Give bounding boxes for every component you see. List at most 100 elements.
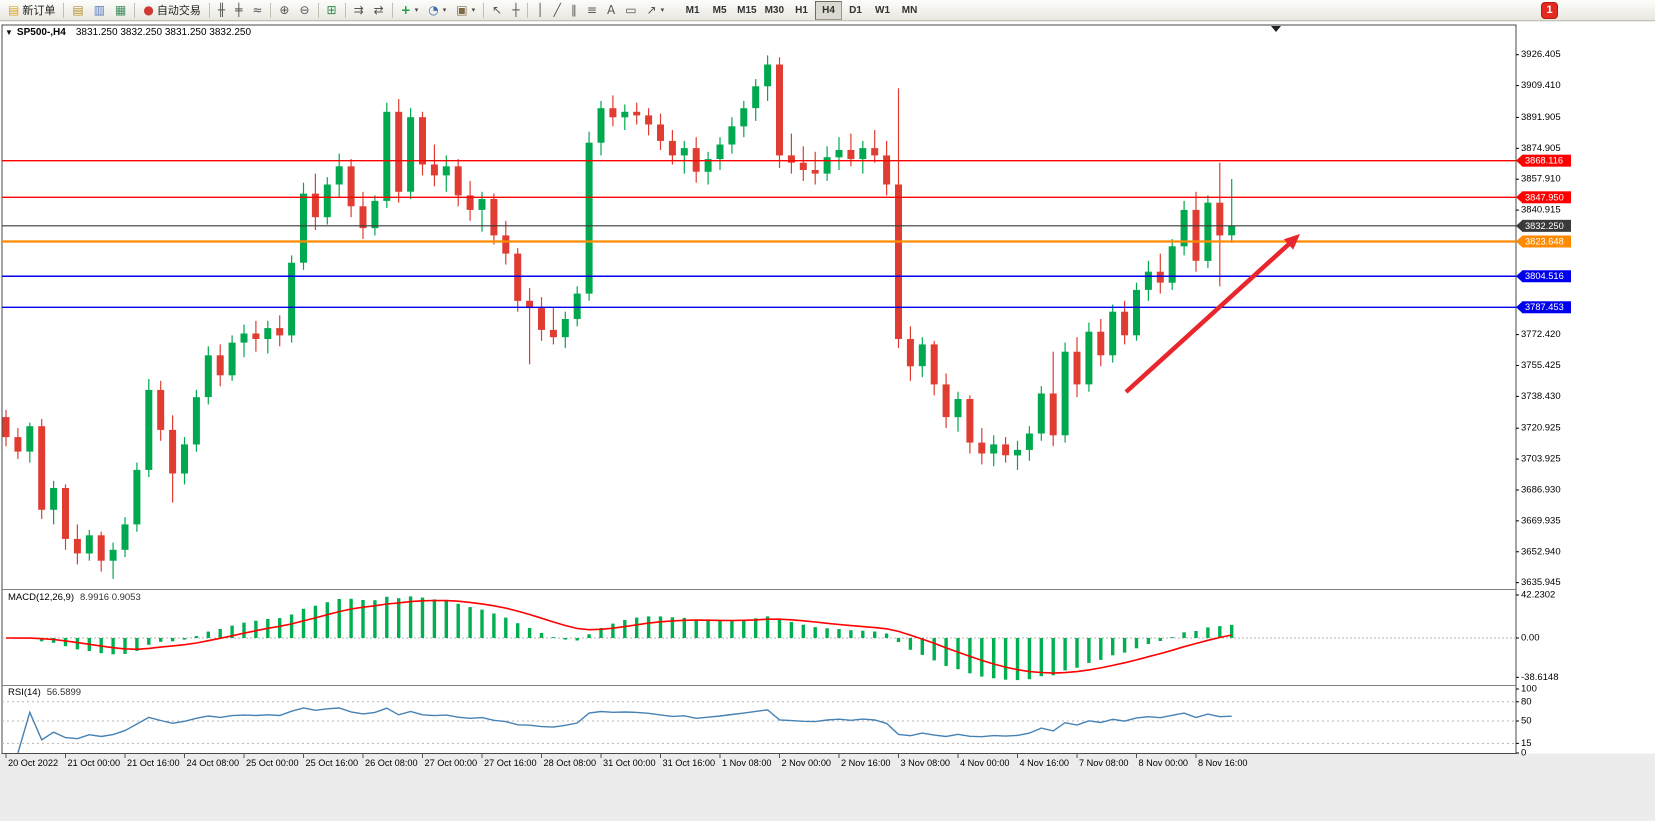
shapes-button[interactable]: ▭ (620, 1, 641, 20)
cursor-button[interactable]: ↖ (487, 1, 507, 20)
toolbar-group: ▤ ▥ ▦ (67, 0, 131, 20)
bull-candle-body (1085, 331, 1093, 385)
new-order-button[interactable]: ▤ 新订单 (3, 1, 60, 20)
rsi-axis-label: 15 (1521, 738, 1532, 749)
timeframe-h4[interactable]: H4 (815, 0, 843, 20)
bear-candle-body (799, 162, 807, 170)
bull-candle-body (621, 111, 629, 118)
auto-scroll-button[interactable]: ⇉ (349, 1, 369, 20)
templates-dropdown-icon[interactable]: ▾ (471, 6, 476, 14)
toolbar-separator (134, 2, 136, 18)
chart-frame (1, 24, 1517, 754)
scroll-to-end-marker-icon[interactable] (1271, 26, 1281, 32)
timeframe-toolbar: M1 M5 M15 M30 H1 H4 D1 W1 MN (679, 0, 923, 20)
bull-candle-body (478, 199, 486, 210)
timeframe-h1[interactable]: H1 (788, 1, 815, 20)
bull-candle-body (1168, 246, 1176, 283)
time-axis-label: 21 Oct 00:00 (68, 758, 121, 768)
vertical-line-button[interactable]: │ (531, 1, 548, 20)
timeframe-m1[interactable]: M1 (679, 1, 706, 20)
market-watch-button[interactable]: ▤ (67, 1, 88, 20)
bull-candle-body (597, 108, 605, 143)
bear-candle-body (776, 64, 783, 156)
zoom-in-button[interactable]: ⊕ (274, 1, 294, 20)
data-window-button[interactable]: ▥ (89, 1, 110, 20)
timeframe-m30[interactable]: M30 (761, 1, 788, 20)
timeframe-d1[interactable]: D1 (842, 1, 869, 20)
price-badge-arrow-icon (1516, 191, 1522, 203)
bear-candle-body (883, 155, 891, 185)
chart-collapse-icon[interactable]: ▼ (5, 28, 13, 37)
bull-candle-body (50, 488, 58, 510)
candlestick-chart-button[interactable]: ╪ (230, 1, 247, 20)
price-axis-label: 3772.420 (1521, 329, 1561, 340)
bear-candle-body (1216, 202, 1224, 236)
price-badge (1522, 270, 1571, 283)
notification-badge[interactable]: 1 (1541, 2, 1558, 19)
arrows-dropdown-icon[interactable]: ▾ (660, 6, 665, 14)
macd-histogram (16, 596, 1234, 681)
templates-button[interactable]: ▣ ▾ (451, 1, 480, 20)
zoom-out-icon: ⊖ (299, 3, 310, 17)
auto-trading-button[interactable]: ● 自动交易 (138, 1, 205, 20)
indicators-button[interactable]: + ▾ (396, 1, 424, 20)
indicators-dropdown-icon[interactable]: ▾ (414, 6, 419, 14)
equidistant-channel-button[interactable]: ∥ (566, 1, 582, 20)
price-badge (1522, 219, 1571, 232)
toolbar-group: ⊞ (322, 0, 342, 20)
bear-candle-body (73, 538, 81, 554)
zoom-out-button[interactable]: ⊖ (294, 1, 314, 20)
price-axis-label: 3840.915 (1521, 205, 1561, 216)
tile-windows-button[interactable]: ⊞ (322, 1, 342, 20)
time-axis-label: 2 Nov 16:00 (841, 758, 891, 768)
bear-candle-body (1049, 393, 1057, 436)
price-chart[interactable]: 3926.405 3909.410 3891.905 3874.905 3857.910… (0, 22, 1655, 821)
toolbar-separator (317, 2, 319, 18)
new-order-icon: ▤ (8, 3, 20, 17)
text-label-button[interactable]: A (602, 1, 620, 20)
candlestick-chart-icon: ╪ (235, 3, 243, 17)
price-axis-label: 3909.410 (1521, 80, 1561, 91)
bull-candle-body (1133, 289, 1140, 336)
bear-candle-body (252, 333, 260, 339)
rsi-indicator-label: RSI(14) 56.5899 (8, 687, 81, 698)
price-badge-label: 3787.453 (1525, 302, 1564, 312)
navigator-button[interactable]: ▦ (110, 1, 131, 20)
periods-button[interactable]: ◔ ▾ (423, 1, 451, 20)
time-axis-label: 1 Nov 08:00 (722, 758, 772, 768)
line-chart-button[interactable]: ≈ (247, 1, 267, 20)
price-axis-label: 3686.930 (1521, 484, 1561, 495)
macd-name: MACD(12,26,9) (8, 592, 74, 603)
bull-candle-body (264, 328, 272, 339)
price-axis-label: 3738.430 (1521, 391, 1561, 402)
chart-shift-button[interactable]: ⇄ (369, 1, 389, 20)
time-axis-label: 27 Oct 00:00 (425, 758, 478, 768)
price-badge (1522, 301, 1571, 314)
bear-candle-body (14, 437, 22, 452)
bear-candle-body (895, 184, 902, 339)
bear-candle-body (906, 339, 914, 367)
price-axis-label: 3635.945 (1521, 577, 1561, 588)
timeframe-m5[interactable]: M5 (706, 1, 733, 20)
fibonacci-button[interactable]: ≡ (582, 1, 602, 20)
bull-candle-body (371, 200, 379, 229)
timeframe-m15[interactable]: M15 (733, 1, 760, 20)
bull-candle-body (835, 150, 843, 158)
auto-trading-icon: ● (143, 3, 154, 17)
bear-candle-body (549, 329, 557, 338)
toolbar-group: + ▾ ◔ ▾ ▣ ▾ (396, 0, 480, 20)
bar-chart-button[interactable]: ╫ (213, 1, 230, 20)
timeframe-mn[interactable]: MN (896, 1, 923, 20)
trendline-button[interactable]: ╱ (549, 1, 566, 20)
bear-candle-body (847, 150, 855, 160)
time-axis-label: 26 Oct 08:00 (365, 758, 418, 768)
periods-dropdown-icon[interactable]: ▾ (442, 6, 447, 14)
chart-symbol-period: SP500-,H4 (16, 27, 66, 38)
arrows-button[interactable]: ↗ ▾ (642, 1, 670, 20)
crosshair-button[interactable]: ┼ (507, 1, 524, 20)
timeframe-w1[interactable]: W1 (869, 1, 896, 20)
line-chart-icon: ≈ (252, 3, 263, 17)
trend-arrow-annotation[interactable] (1124, 234, 1300, 394)
macd-signal-line (5, 599, 1232, 674)
bull-candle-body (26, 426, 34, 452)
